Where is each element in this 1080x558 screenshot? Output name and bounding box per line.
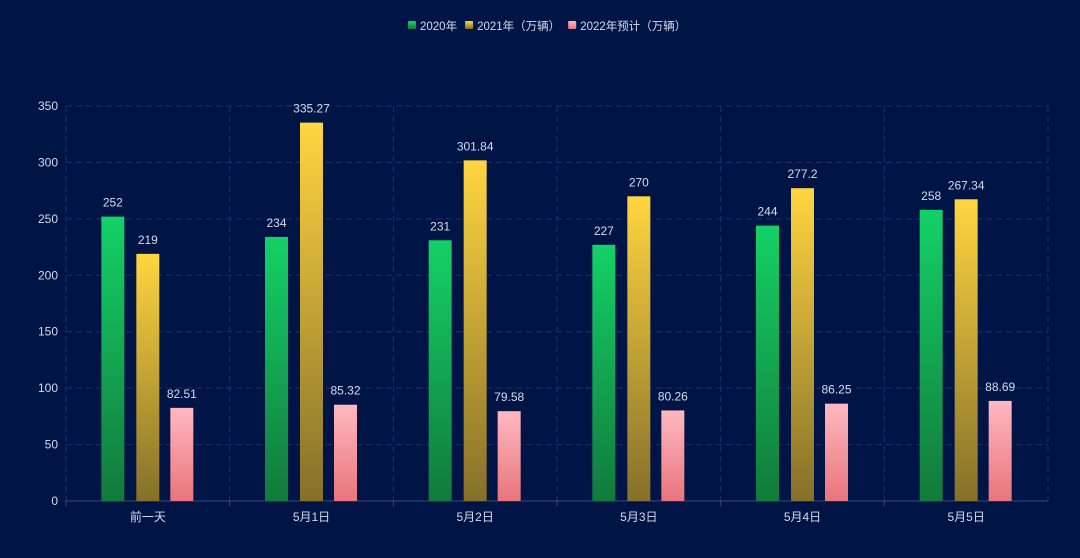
data-label: 267.34 (948, 178, 985, 192)
bar-series-1 (136, 253, 160, 501)
y-tick-label: 50 (45, 438, 59, 452)
data-label: 258 (921, 189, 941, 203)
y-tick-label: 150 (38, 325, 58, 339)
data-label: 231 (430, 219, 450, 233)
bar-series-1 (954, 199, 978, 501)
bar-series-0 (428, 240, 452, 502)
x-tick-label: 5月5日 (947, 510, 984, 524)
bar-series-1 (300, 122, 323, 502)
y-tick-label: 0 (51, 494, 58, 508)
legend-swatch[interactable] (568, 21, 577, 29)
bars: 252 234 231 227 244 258 219 335.27 301.84 270 277.… (101, 102, 1016, 502)
legend-swatch[interactable] (465, 21, 474, 29)
bar-series-0 (756, 225, 779, 501)
data-label: 219 (138, 233, 158, 247)
grid (65, 105, 1049, 501)
bar-series-2 (497, 411, 521, 501)
data-label: 80.26 (658, 389, 688, 403)
legend-label[interactable]: 2022年预计（万辆） (580, 19, 686, 33)
x-tick-label: 5月3日 (620, 510, 657, 524)
data-label: 227 (594, 224, 614, 238)
data-label: 82.51 (167, 387, 197, 401)
y-tick-label: 200 (38, 268, 58, 282)
y-tick-label: 300 (38, 155, 58, 169)
x-tick-label: 5月1日 (293, 510, 330, 524)
x-tick-label: 前一天 (130, 509, 166, 524)
data-label: 270 (629, 175, 649, 189)
data-label: 244 (757, 205, 777, 219)
bar-series-2 (988, 400, 1012, 501)
bar-series-1 (791, 188, 814, 501)
legend-label[interactable]: 2021年（万辆） (477, 19, 560, 33)
bar-series-1 (627, 196, 651, 502)
data-label: 85.32 (330, 384, 360, 398)
legend-label[interactable]: 2020年 (420, 19, 457, 33)
data-label: 86.25 (821, 383, 851, 397)
bar-series-0 (592, 244, 616, 502)
bar-series-2 (170, 407, 194, 501)
bar-series-2 (661, 410, 685, 501)
axes: 0 50 100 150 200 250 300 350 前一天 5月1日 5月2日 5月3日 5月4日… (38, 99, 1048, 524)
data-label: 88.69 (985, 380, 1015, 394)
bar-series-2 (825, 403, 848, 501)
data-label: 301.84 (457, 139, 494, 153)
bar-series-0 (919, 209, 943, 502)
data-label: 79.58 (494, 390, 524, 404)
y-tick-label: 100 (38, 381, 58, 395)
data-label: 234 (266, 216, 286, 230)
y-tick-label: 250 (38, 212, 58, 226)
bar-series-2 (334, 404, 357, 501)
bar-series-0 (101, 216, 125, 501)
x-tick-label: 5月2日 (456, 510, 493, 524)
bar-series-1 (463, 160, 487, 502)
x-tick-label: 5月4日 (784, 510, 821, 524)
data-label: 335.27 (293, 102, 330, 116)
data-label: 277.2 (787, 167, 817, 181)
bar-series-0 (265, 236, 288, 501)
legend-swatch[interactable] (408, 21, 416, 29)
y-tick-label: 350 (38, 99, 58, 113)
legend[interactable]: 2020年 2021年（万辆） 2022年预计（万辆） (408, 19, 686, 33)
data-label: 252 (103, 196, 123, 210)
